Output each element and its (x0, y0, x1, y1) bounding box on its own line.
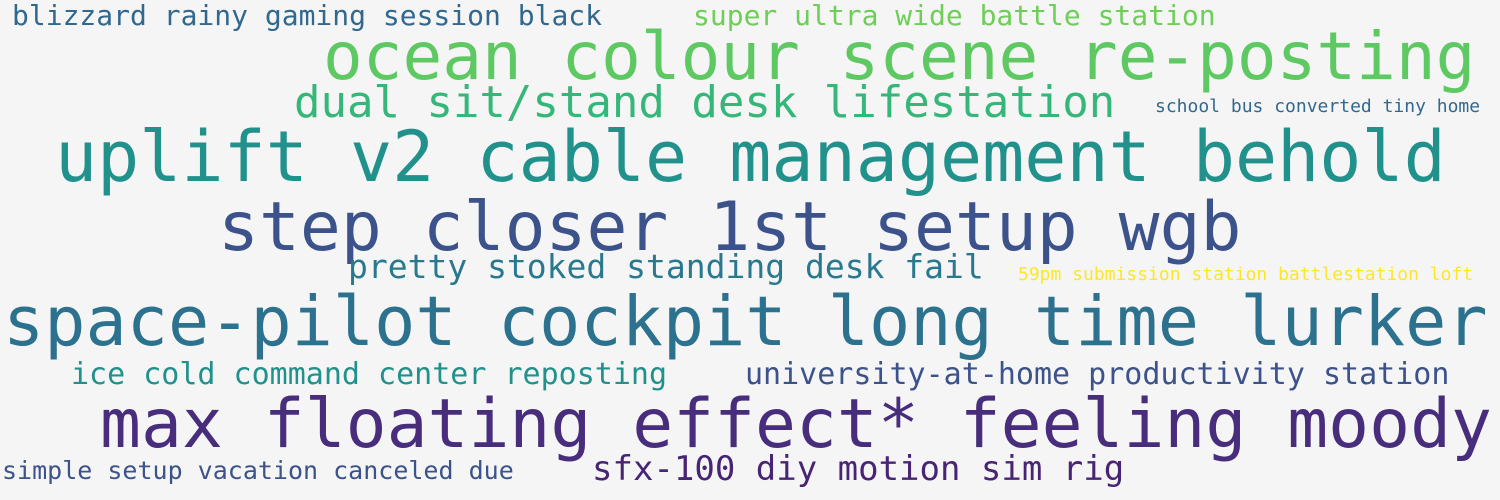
cloud-word: ice cold command center reposting (71, 357, 668, 392)
cloud-word: pretty stoked standing desk fail (348, 247, 984, 286)
cloud-word: dual sit/stand desk lifestation (294, 77, 1116, 128)
cloud-word: max floating effect* feeling moody (100, 385, 1492, 464)
cloud-word: sfx-100 diy motion sim rig (592, 449, 1125, 489)
cloud-word: 59pm submission station battlestation lo… (1018, 264, 1474, 285)
cloud-word: school bus converted tiny home (1155, 96, 1481, 117)
cloud-word: blizzard rainy gaming session black (12, 0, 603, 32)
cloud-word: super ultra wide battle station (693, 0, 1216, 32)
cloud-word: ocean colour scene re-posting (323, 18, 1476, 95)
cloud-word: simple setup vacation canceled due (2, 456, 514, 485)
cloud-word: uplift v2 cable management behold (55, 116, 1446, 198)
cloud-word: university-at-home productivity station (745, 357, 1450, 392)
cloud-word: space-pilot cockpit long time lurker (3, 282, 1488, 362)
cloud-word: step closer 1st setup wgb (218, 188, 1242, 267)
